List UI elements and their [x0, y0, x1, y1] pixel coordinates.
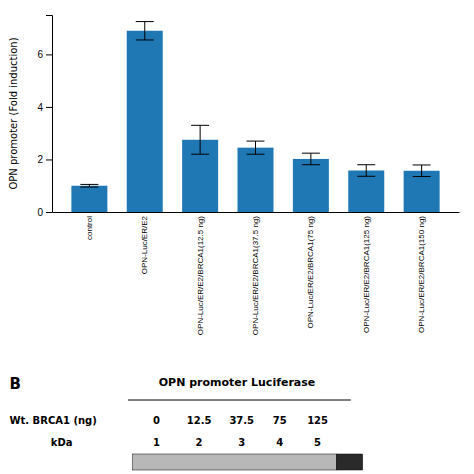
x-axis-line	[53, 212, 460, 213]
error-bar	[413, 165, 431, 177]
x-tick: control	[85, 212, 94, 240]
error-bar-stem	[421, 165, 422, 177]
panel-title: OPN promoter Luciferase	[159, 376, 316, 389]
row-value: 3	[238, 437, 245, 448]
error-bar-cap	[357, 164, 375, 165]
row-value: 1	[153, 437, 160, 448]
x-tick: OPN-Luc/ER/E2/BRCA1(125 ng)	[362, 212, 371, 333]
x-tick-label: OPN-Luc/ER/E2/BRCA1(150 ng)	[417, 216, 426, 333]
y-tick-mark	[46, 159, 52, 160]
y-tick: 0	[37, 207, 52, 218]
error-bar	[191, 125, 209, 154]
error-bar-stem	[255, 141, 256, 154]
bar	[127, 31, 163, 212]
bar	[404, 171, 440, 212]
x-tick: OPN-Luc/ER/E2	[140, 212, 149, 274]
row-label: kDa	[51, 437, 73, 448]
error-bar-cap	[136, 39, 154, 40]
error-bar	[247, 141, 265, 154]
y-tick-mark	[46, 212, 52, 213]
marks	[71, 22, 439, 212]
y-tick: 4	[37, 102, 52, 113]
row-value: 125	[307, 415, 328, 426]
error-bar-cap	[247, 141, 265, 142]
chart: 0 2 4 6 control OPN-Luc/ER/E2 OPN-Luc/ER/E2/BR…	[0, 0, 474, 474]
y-tick-mark	[46, 107, 52, 108]
error-bar-stem	[200, 125, 201, 154]
panel-b: B OPN promoter Luciferase Wt. BRCA1 (ng) 0 1…	[9, 375, 362, 470]
row-value: 5	[314, 437, 321, 448]
y-tick-label: 2	[37, 154, 43, 165]
x-tick-label: OPN-Luc/ER/E2/BRCA1(125 ng)	[362, 216, 371, 333]
x-tick-label: control	[85, 216, 94, 240]
bar	[348, 170, 384, 212]
error-bar-stem	[310, 153, 311, 165]
error-bar-cap	[357, 176, 375, 177]
error-bar	[302, 153, 320, 165]
bar	[293, 159, 329, 212]
error-bar-cap	[136, 21, 154, 22]
row-value: 12.5	[187, 415, 212, 426]
row-value: 2	[196, 437, 203, 448]
x-axis: control OPN-Luc/ER/E2 OPN-Luc/ER/E2/BRCA1(…	[53, 212, 460, 335]
y-axis: 0 2 4 6	[37, 16, 52, 218]
error-bar-cap	[80, 187, 98, 188]
error-bar	[357, 165, 375, 177]
x-tick-label: OPN-Luc/ER/E2/BRCA1(37.5 ng)	[251, 216, 260, 335]
error-bar-stem	[366, 165, 367, 177]
error-bar	[136, 22, 154, 40]
row-value: 0	[153, 415, 160, 426]
title-underline	[128, 400, 351, 401]
plot: 0 2 4 6 control OPN-Luc/ER/E2 OPN-Luc/ER/E2/BR…	[37, 16, 459, 336]
y-axis-title: OPN promoter (Fold induction)	[8, 37, 19, 189]
error-bar-cap	[191, 154, 209, 155]
row-value: 4	[276, 437, 283, 448]
x-tick-label: OPN-Luc/ER/E2/BRCA1(75 ng)	[306, 216, 315, 329]
blot-smear	[337, 454, 363, 470]
error-bar-cap	[302, 164, 320, 165]
x-tick-label: OPN-Luc/ER/E2/BRCA1(12.5 ng)	[196, 216, 205, 335]
x-tick: OPN-Luc/ER/E2/BRCA1(75 ng)	[306, 212, 315, 329]
y-tick-label: 0	[37, 207, 43, 218]
row-label: Wt. BRCA1 (ng)	[9, 415, 96, 426]
error-bar-cap	[302, 153, 320, 154]
error-bar-cap	[80, 184, 98, 185]
error-bar-cap	[413, 176, 431, 177]
y-axis-line	[46, 16, 53, 213]
blot-band	[133, 454, 337, 470]
x-tick: OPN-Luc/ER/E2/BRCA1(12.5 ng)	[196, 212, 205, 335]
error-bar-stem	[144, 22, 145, 40]
y-tick-label: 4	[37, 102, 43, 113]
x-tick: OPN-Luc/ER/E2/BRCA1(37.5 ng)	[251, 212, 260, 335]
x-tick-label: OPN-Luc/ER/E2	[140, 215, 149, 274]
bar	[238, 148, 274, 212]
error-bar-cap	[191, 125, 209, 126]
y-tick: 6	[37, 49, 52, 60]
row-value: 75	[273, 415, 287, 426]
error-bar-cap	[413, 164, 431, 165]
y-tick: 2	[37, 154, 52, 165]
y-tick-label: 6	[37, 49, 43, 60]
error-bar-cap	[247, 154, 265, 155]
y-tick-mark	[46, 54, 52, 55]
bar	[71, 186, 107, 212]
error-bar	[80, 184, 98, 187]
panel-label: B	[9, 375, 20, 393]
x-tick: OPN-Luc/ER/E2/BRCA1(150 ng)	[417, 212, 426, 333]
row-value: 37.5	[229, 415, 254, 426]
